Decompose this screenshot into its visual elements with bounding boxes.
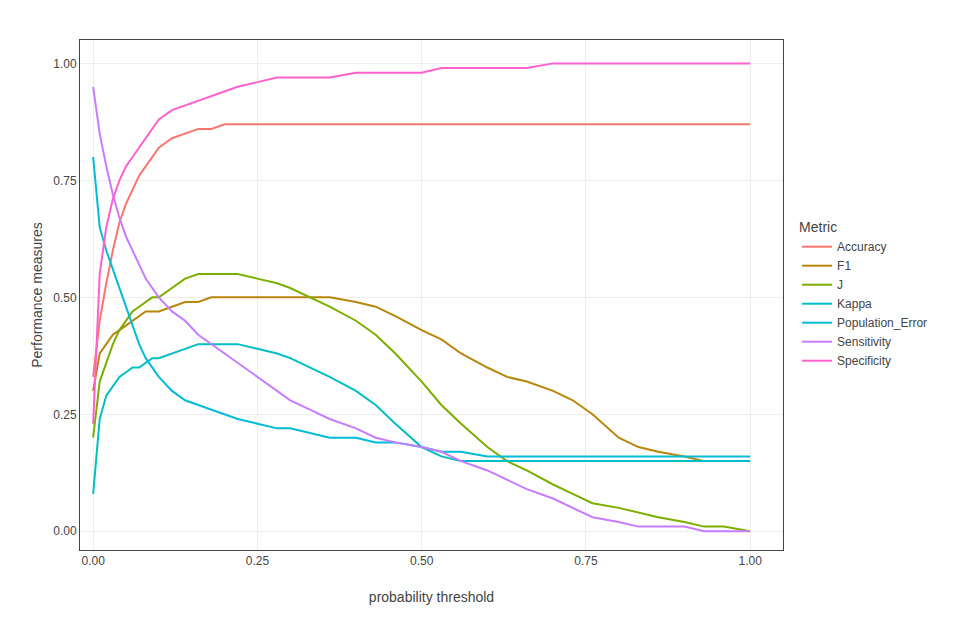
svg-text:0.75: 0.75 <box>574 554 598 568</box>
svg-text:0.50: 0.50 <box>410 554 434 568</box>
svg-text:0.00: 0.00 <box>81 554 105 568</box>
svg-text:Population_Error: Population_Error <box>837 316 927 330</box>
svg-text:Accuracy: Accuracy <box>837 240 886 254</box>
svg-text:Specificity: Specificity <box>837 354 891 368</box>
svg-text:0.25: 0.25 <box>246 554 270 568</box>
svg-text:F1: F1 <box>837 259 851 273</box>
svg-text:1.00: 1.00 <box>53 57 77 71</box>
svg-text:Sensitivity: Sensitivity <box>837 335 891 349</box>
svg-text:0.75: 0.75 <box>53 174 77 188</box>
svg-text:Performance measures: Performance measures <box>29 222 45 368</box>
svg-text:0.00: 0.00 <box>53 524 77 538</box>
svg-text:probability threshold: probability threshold <box>369 589 494 605</box>
svg-text:Kappa: Kappa <box>837 297 872 311</box>
svg-text:0.25: 0.25 <box>53 408 77 422</box>
svg-text:0.50: 0.50 <box>53 291 77 305</box>
svg-text:J: J <box>837 278 843 292</box>
svg-text:Metric: Metric <box>799 219 837 235</box>
svg-text:1.00: 1.00 <box>738 554 762 568</box>
